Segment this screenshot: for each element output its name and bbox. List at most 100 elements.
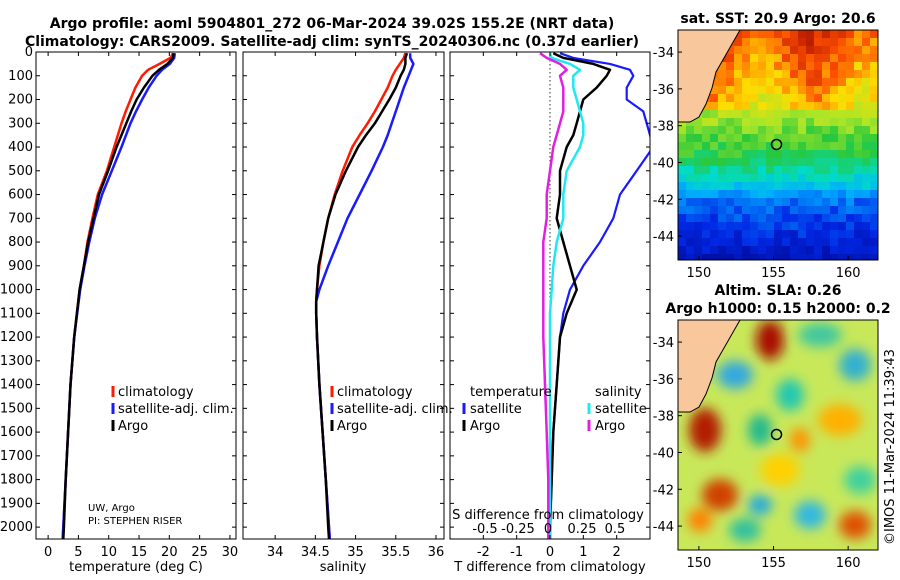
coastline-land	[678, 30, 741, 123]
sst-cell	[798, 174, 806, 182]
sst-cell	[838, 206, 846, 214]
sst-cell	[718, 134, 726, 142]
sst-cell	[758, 94, 766, 102]
sst-cell	[750, 118, 758, 126]
sst-cell	[838, 62, 846, 70]
sst-cell	[838, 38, 846, 46]
sst-cell	[830, 134, 838, 142]
sst-cell	[798, 110, 806, 118]
legend-heading-salinity: salinity	[595, 385, 642, 400]
sst-cell	[790, 30, 798, 38]
legend-label-sal-argo: Argo	[595, 419, 625, 434]
sst-cell	[726, 78, 734, 86]
sst-cell	[838, 46, 846, 54]
sst-cell	[854, 246, 862, 254]
y-tick-label: 1800	[0, 473, 33, 488]
sst-cell	[750, 158, 758, 166]
sst-cell	[822, 54, 830, 62]
sst-cell	[766, 166, 774, 174]
sst-cell	[750, 30, 758, 38]
sst-cell	[742, 54, 750, 62]
sst-cell	[822, 238, 830, 246]
sst-cell	[766, 46, 774, 54]
sst-cell	[734, 230, 742, 238]
sla-anomaly-blob	[702, 479, 738, 511]
sst-cell	[822, 118, 830, 126]
sst-cell	[774, 246, 782, 254]
sst-cell	[702, 254, 710, 260]
sst-cell	[758, 246, 766, 254]
sst-cell	[758, 102, 766, 110]
legend-label-climatology: climatology	[337, 385, 413, 400]
float-marker	[770, 428, 783, 441]
sst-cell	[694, 214, 702, 222]
sst-cell	[830, 78, 838, 86]
sst-cell	[838, 198, 846, 206]
sst-cell	[774, 238, 782, 246]
sst-cell	[854, 214, 862, 222]
sst-cell	[790, 118, 798, 126]
sst-cell	[758, 126, 766, 134]
sst-cell	[686, 230, 694, 238]
sst-cell	[726, 70, 734, 78]
sst-cell	[758, 206, 766, 214]
sst-cell	[862, 118, 870, 126]
sst-cell	[838, 174, 846, 182]
y-tick-label: 300	[8, 116, 33, 131]
sst-cell	[862, 238, 870, 246]
sst-cell	[718, 246, 726, 254]
sst-cell	[734, 222, 742, 230]
sst-cell	[678, 230, 686, 238]
sst-cell	[694, 158, 702, 166]
sst-cell	[710, 158, 718, 166]
sst-cell	[814, 118, 822, 126]
sst-cell	[846, 190, 854, 198]
sst-cell	[854, 158, 862, 166]
sst-cell	[758, 230, 766, 238]
sst-cell	[822, 134, 830, 142]
sst-cell	[742, 38, 750, 46]
sst-cell	[806, 142, 814, 150]
sst-cell	[806, 78, 814, 86]
legend-label-argo: Argo	[337, 419, 367, 434]
sst-cell	[806, 134, 814, 142]
sst-cell	[782, 102, 790, 110]
sst-cell	[822, 70, 830, 78]
sst-cell	[814, 110, 822, 118]
sst-cell	[798, 46, 806, 54]
sst-cell	[854, 46, 862, 54]
sla-anomaly-field	[681, 320, 876, 542]
sst-cell	[694, 142, 702, 150]
y-tick-label: 100	[8, 69, 33, 84]
sla-anomaly-blob	[717, 361, 753, 389]
sst-cell	[838, 54, 846, 62]
sst-cell	[798, 150, 806, 158]
sst-cell	[774, 46, 782, 54]
sst-cell	[862, 230, 870, 238]
sst-cell	[814, 182, 822, 190]
sst-cell	[790, 174, 798, 182]
difference-panel: -2 -1 0 1 2 -0.5 -0.25 0 0.25 0.5 T difference fr…	[449, 51, 651, 575]
sst-cell	[830, 54, 838, 62]
sst-cell	[750, 230, 758, 238]
sst-cell	[806, 158, 814, 166]
sst-cell	[758, 62, 766, 70]
sst-cell	[758, 158, 766, 166]
sst-cell	[710, 150, 718, 158]
float-marker	[770, 138, 783, 151]
sst-cell	[742, 206, 750, 214]
sst-cell	[790, 94, 798, 102]
sst-cell	[774, 174, 782, 182]
sst-cell	[774, 30, 782, 38]
sst-cell	[838, 118, 846, 126]
map-x-tick-label: 155	[761, 556, 786, 571]
sst-cell	[806, 222, 814, 230]
sst-cell	[830, 62, 838, 70]
sst-cell	[678, 150, 686, 158]
map-y-tick-label: -44	[653, 520, 674, 535]
sst-cell	[750, 142, 758, 150]
sla-anomaly-blob	[790, 428, 810, 452]
sst-cell	[774, 166, 782, 174]
sst-cell	[798, 94, 806, 102]
sst-map-panel: sat. SST: 20.9 Argo: 20.6 150 155 160 -34 -3…	[653, 11, 879, 281]
